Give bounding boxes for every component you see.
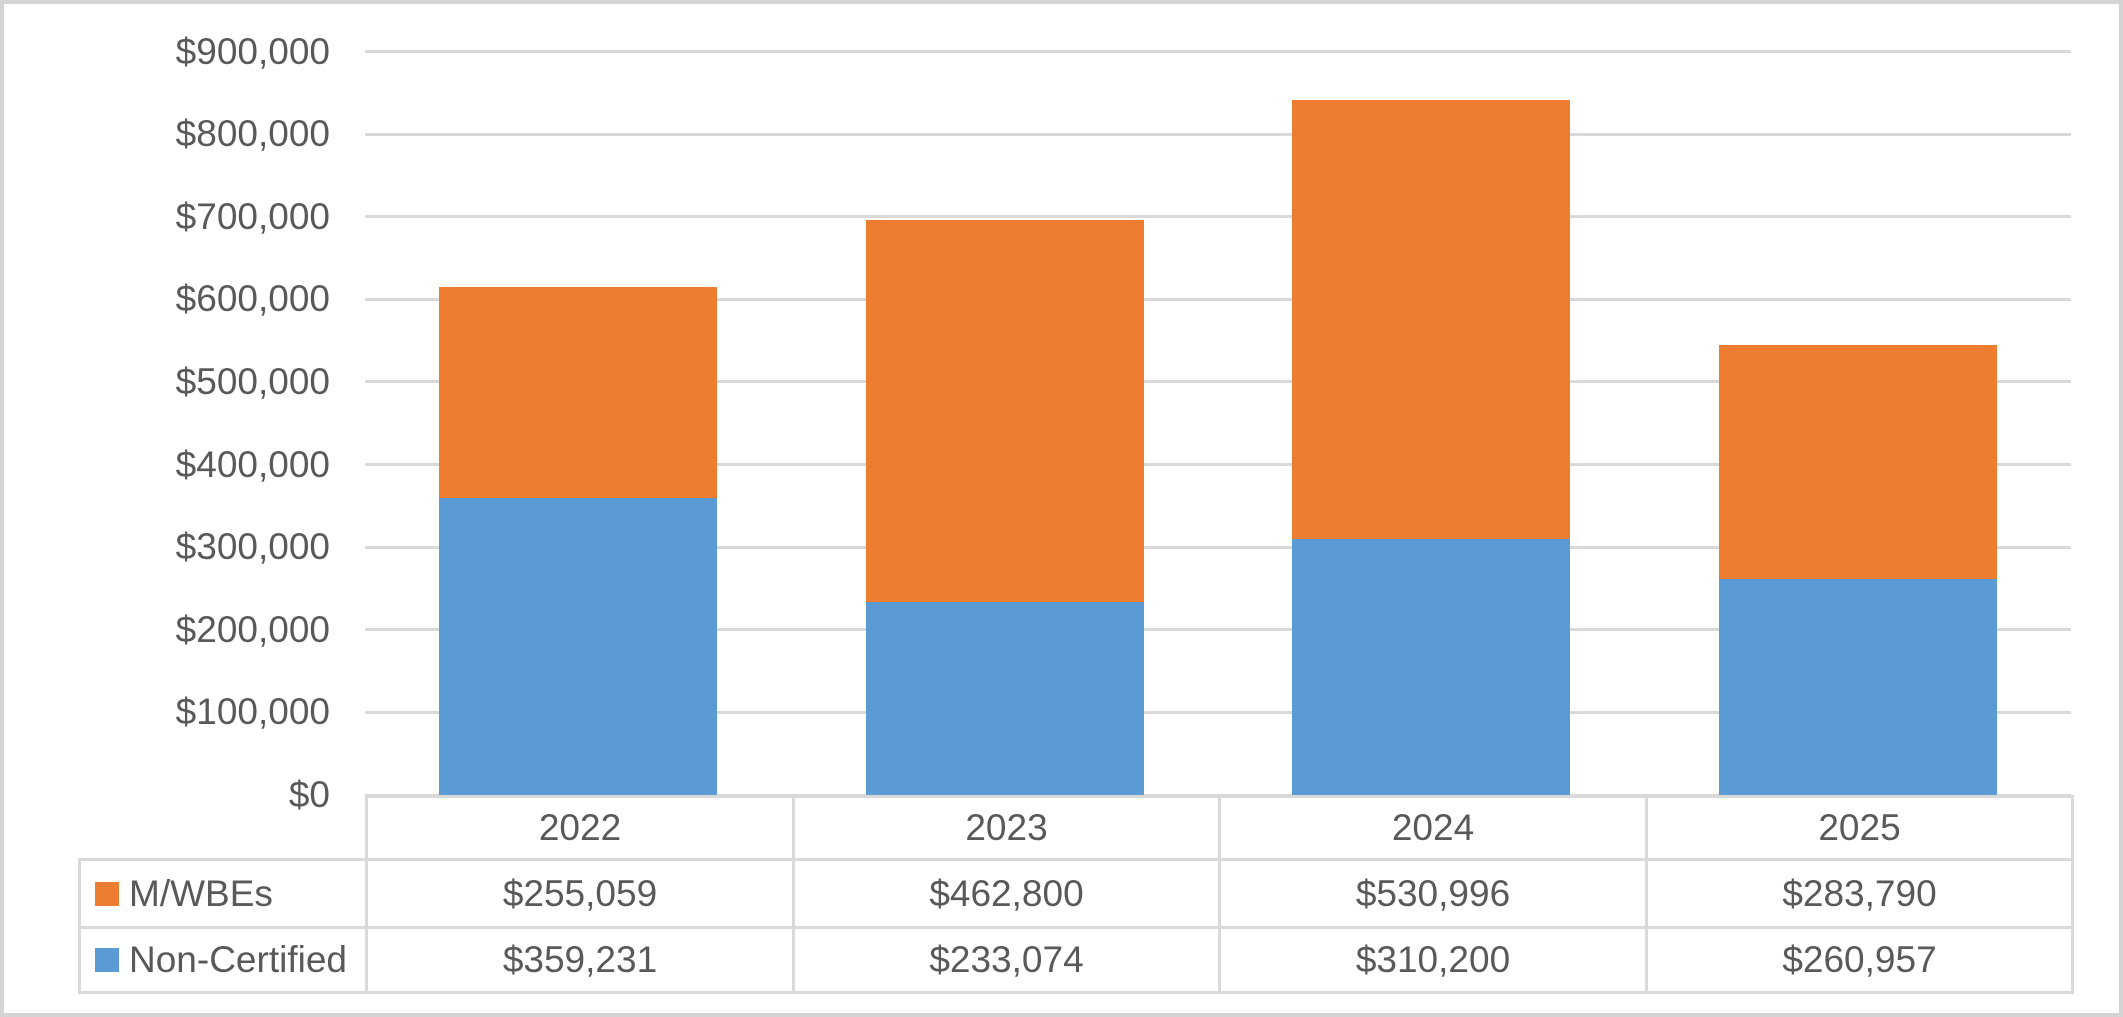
series-label: Non-Certified xyxy=(129,939,347,980)
y-axis-tick-label: $200,000 xyxy=(175,609,330,650)
plot-area xyxy=(365,4,2071,797)
legend-cell: Non-Certified xyxy=(78,926,368,994)
legend-key-non-certified xyxy=(95,948,119,972)
gridline xyxy=(365,546,2071,549)
table-value-cell: $310,200 xyxy=(1218,926,1648,994)
bar-segment-2022-non-certified xyxy=(439,498,717,795)
bar-segment-2025-m-wbes xyxy=(1719,345,1997,579)
y-axis-tick-label: $0 xyxy=(288,774,330,815)
y-axis-tick-label: $900,000 xyxy=(175,31,330,72)
y-axis-tick-label: $300,000 xyxy=(175,526,330,567)
legend-cell: M/WBEs xyxy=(78,858,368,929)
table-value-cell: $260,957 xyxy=(1645,926,2074,994)
y-axis-tick-label: $700,000 xyxy=(175,196,330,237)
y-axis-tick-label: $400,000 xyxy=(175,444,330,485)
gridline xyxy=(365,215,2071,218)
y-axis: $0 $100,000 $200,000 $300,000 $400,000 $500,0… xyxy=(4,4,330,815)
bar-segment-2023-non-certified xyxy=(866,602,1144,795)
table-year-header: 2022 xyxy=(365,795,795,861)
bar-segment-2024-non-certified xyxy=(1292,539,1570,795)
table-value-cell: $233,074 xyxy=(792,926,1221,994)
bar-segment-2024-m-wbes xyxy=(1292,100,1570,539)
gridline xyxy=(365,133,2071,136)
y-axis-tick-label: $100,000 xyxy=(175,691,330,732)
table-value-cell: $462,800 xyxy=(792,858,1221,929)
table-year-header: 2025 xyxy=(1645,795,2074,861)
bar-segment-2023-m-wbes xyxy=(866,220,1144,602)
table-year-header: 2024 xyxy=(1218,795,1648,861)
bar-2022 xyxy=(439,287,717,795)
gridline xyxy=(365,463,2071,466)
table-row: M/WBEs $255,059 $462,800 $530,996 $283,790 xyxy=(78,858,2074,929)
bar-2023 xyxy=(866,220,1144,795)
bar-2025 xyxy=(1719,345,1997,795)
table-value-cell: $359,231 xyxy=(365,926,795,994)
table-value-cell: $283,790 xyxy=(1645,858,2074,929)
gridline xyxy=(365,298,2071,301)
bar-segment-2025-non-certified xyxy=(1719,579,1997,795)
y-axis-tick-label: $500,000 xyxy=(175,361,330,402)
chart-data-table: 2022 2023 2024 2025 M/WBEs $255,059 $462,800 $5… xyxy=(78,795,2074,994)
y-axis-tick-label: $600,000 xyxy=(175,278,330,319)
y-axis-tick-label: $800,000 xyxy=(175,113,330,154)
bar-segment-2022-m-wbes xyxy=(439,287,717,498)
legend-key-m-wbes xyxy=(95,881,119,906)
gridline xyxy=(365,711,2071,714)
gridline xyxy=(365,50,2071,53)
gridline xyxy=(365,628,2071,631)
table-row: Non-Certified $359,231 $233,074 $310,200 $26… xyxy=(78,926,2074,994)
series-label: M/WBEs xyxy=(129,872,273,914)
table-value-cell: $255,059 xyxy=(365,858,795,929)
bar-2024 xyxy=(1292,100,1570,795)
gridline xyxy=(365,794,2071,797)
table-year-header: 2023 xyxy=(792,795,1221,861)
gridline xyxy=(365,380,2071,383)
table-corner-cell xyxy=(80,797,367,860)
table-value-cell: $530,996 xyxy=(1218,858,1648,929)
